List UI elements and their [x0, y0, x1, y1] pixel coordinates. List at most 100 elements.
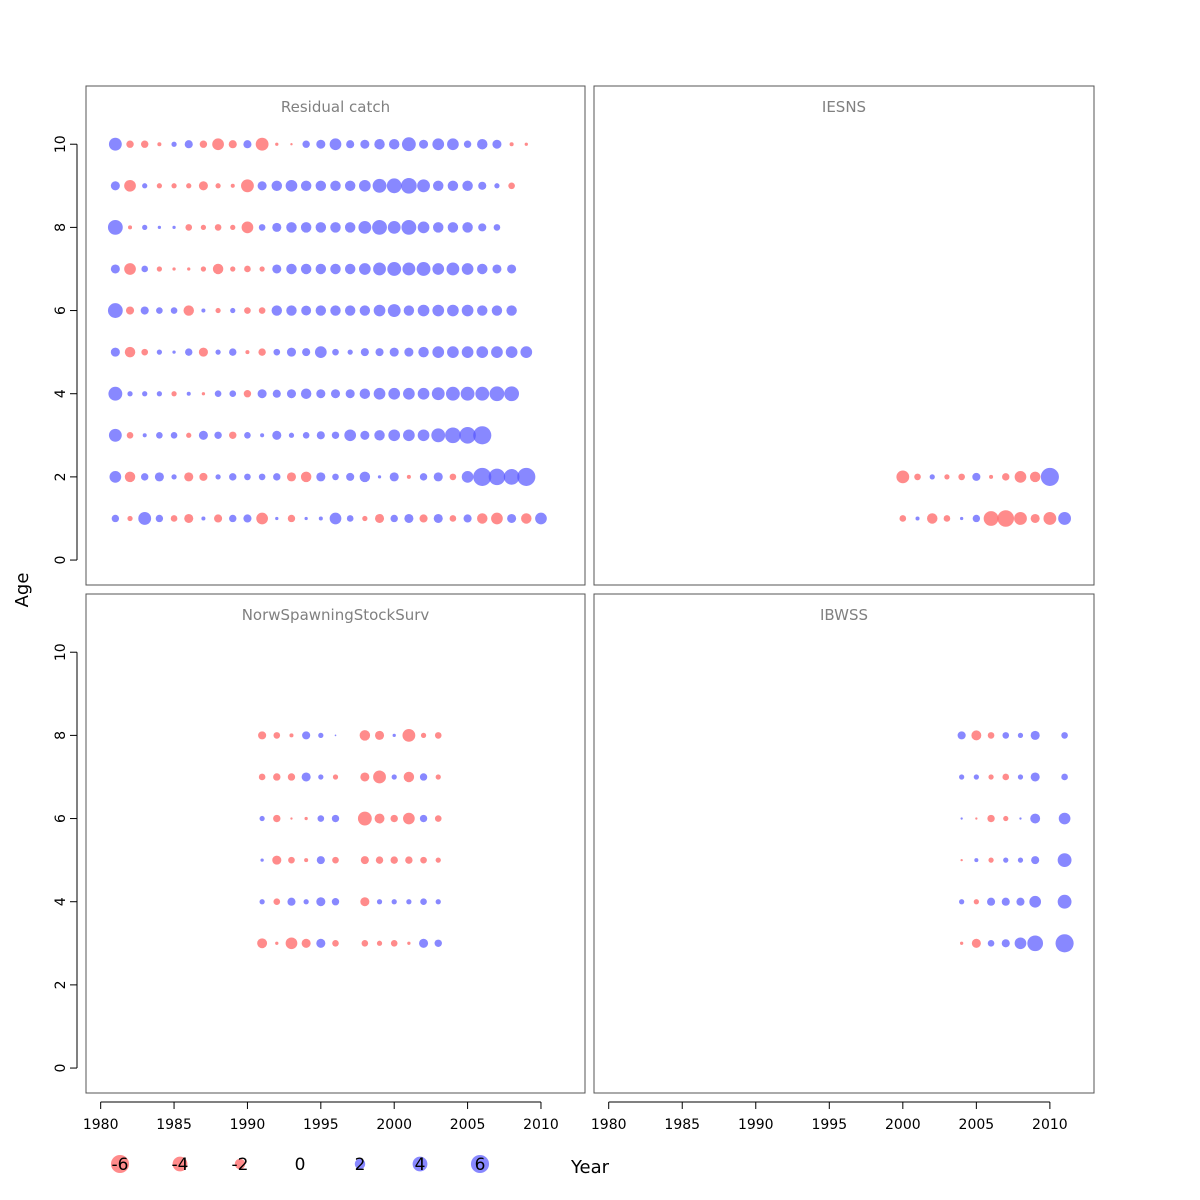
bubble-point — [172, 350, 176, 354]
bubble-point — [215, 183, 221, 189]
bubble-point — [1017, 774, 1024, 780]
legend-bubble — [234, 1158, 246, 1170]
bubble-point — [943, 515, 951, 522]
bubble-point — [433, 222, 444, 233]
x-tick-label: 2000 — [376, 1117, 412, 1133]
bubble-point — [259, 815, 265, 822]
bubble-point — [155, 514, 164, 523]
bubble-point — [257, 181, 267, 191]
y-tick-label: 6 — [53, 814, 69, 823]
bubble-point — [390, 814, 398, 823]
bubble-point — [286, 222, 297, 233]
x-tick-label: 2000 — [885, 1117, 921, 1133]
bubble-point — [184, 140, 193, 149]
bubble-point — [286, 347, 296, 357]
bubble-point — [344, 180, 356, 192]
bubble-point — [286, 389, 296, 399]
bubble-point — [461, 471, 474, 483]
bubble-point — [433, 513, 443, 523]
bubble-point — [275, 516, 279, 521]
bubble-point — [331, 898, 340, 906]
bubble-point — [259, 266, 265, 272]
bubble-point — [520, 346, 533, 358]
y-tick-label: 0 — [53, 1064, 69, 1073]
y-tick-label: 2 — [53, 980, 69, 989]
bubble-point — [988, 774, 994, 780]
bubble-point — [272, 222, 282, 232]
bubble-point — [329, 138, 342, 151]
bubble-point — [273, 732, 281, 739]
bubble-point — [461, 263, 474, 275]
y-tick-label: 6 — [53, 306, 69, 315]
bubble-point — [445, 386, 460, 401]
bubble-point — [330, 389, 341, 399]
bubble-point — [417, 221, 430, 234]
panel-1: Residual catch — [85, 85, 586, 586]
bubble-point — [290, 817, 293, 820]
bubble-point — [387, 262, 402, 276]
bubble-point — [229, 390, 237, 398]
bubble-point — [987, 732, 995, 739]
bubble-point — [258, 348, 266, 356]
bubble-point — [330, 222, 341, 233]
bubble-point — [142, 224, 148, 231]
bubble-point — [403, 429, 415, 442]
panel-frame — [85, 593, 586, 1094]
bubble-point — [272, 430, 282, 440]
bubble-point — [375, 348, 384, 357]
bubble-point — [944, 474, 950, 480]
legend-bubble — [412, 1156, 428, 1172]
bubble-point — [241, 179, 254, 193]
bubble-point — [1017, 732, 1024, 738]
bubble-point — [1057, 853, 1072, 868]
bubble-point — [315, 180, 327, 192]
bubble-point — [183, 305, 194, 316]
bubble-point — [1058, 812, 1071, 825]
legend-label: -6 — [112, 1155, 129, 1175]
x-tick-label: 1985 — [664, 1117, 700, 1133]
x-tick-label: 2010 — [523, 1117, 559, 1133]
bubble-point — [959, 899, 965, 905]
x-axis-title: Year — [570, 1157, 610, 1178]
y-tick-label: 4 — [53, 389, 69, 398]
bubble-point — [125, 306, 135, 315]
bubble-point — [494, 183, 500, 189]
bubble-point — [171, 141, 177, 147]
bubble-point — [491, 512, 503, 525]
legend-label: 6 — [475, 1155, 486, 1175]
bubble-point — [184, 472, 194, 482]
bubble-point — [243, 514, 252, 523]
bubble-point — [199, 472, 208, 481]
bubble-point — [971, 938, 981, 948]
bubble-point — [975, 817, 978, 820]
bubble-point — [300, 180, 312, 192]
bubble-point — [1003, 815, 1009, 822]
bubble-point — [334, 734, 337, 737]
bubble-point — [214, 390, 222, 398]
bubble-point — [273, 898, 281, 906]
bubble-point — [477, 138, 488, 150]
bubble-point — [521, 513, 532, 524]
bubble-point — [186, 183, 192, 189]
bubble-point — [215, 349, 221, 355]
bubble-point — [432, 138, 445, 151]
bubble-point — [228, 140, 237, 149]
bubble-point — [110, 264, 120, 274]
bubble-point — [230, 183, 235, 188]
bubble-point — [387, 304, 401, 317]
bubble-point — [1057, 894, 1072, 909]
bubble-point — [419, 139, 429, 149]
panel-title: Residual catch — [281, 98, 390, 116]
bubble-point — [108, 428, 122, 442]
bubble-point — [1014, 471, 1027, 483]
bubble-point — [316, 856, 325, 865]
bubble-point — [304, 516, 308, 521]
bubble-point — [390, 939, 398, 947]
bubble-point — [316, 389, 326, 399]
bubble-point — [929, 474, 935, 480]
bubble-point — [244, 473, 251, 481]
bubble-point — [244, 431, 251, 439]
bubble-point — [156, 431, 163, 439]
bubble-point — [214, 514, 223, 523]
bubble-point — [273, 348, 281, 356]
